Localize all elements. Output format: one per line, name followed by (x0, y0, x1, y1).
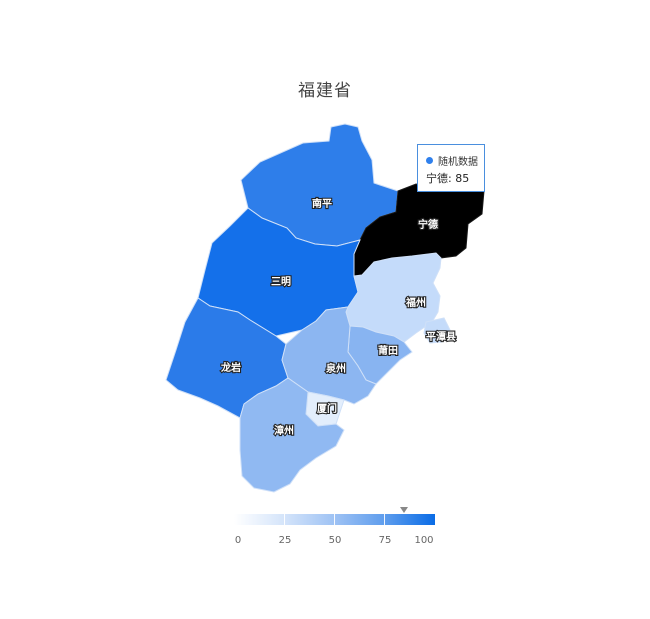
legend-label-75: 75 (378, 535, 392, 546)
series-dot-icon (426, 157, 433, 164)
map-title: 福建省 (298, 81, 352, 101)
legend-label-25: 25 (278, 535, 292, 546)
region-pingtan[interactable] (423, 317, 451, 344)
legend-tick (284, 514, 285, 525)
region-zhangzhou[interactable] (239, 377, 345, 493)
legend-pointer-icon (400, 507, 408, 513)
legend-label-100: 100 (414, 535, 434, 546)
tooltip-series-row: 随机数据 (426, 153, 478, 168)
tooltip-value: 宁德: 85 (426, 172, 470, 185)
legend-label-50: 50 (328, 535, 342, 546)
tooltip-series-name: 随机数据 (438, 157, 478, 168)
legend-tick (384, 514, 385, 525)
legend-label-0: 0 (234, 535, 242, 546)
map-tooltip: 随机数据 宁德: 85 (417, 144, 485, 192)
legend-tick (334, 514, 335, 525)
